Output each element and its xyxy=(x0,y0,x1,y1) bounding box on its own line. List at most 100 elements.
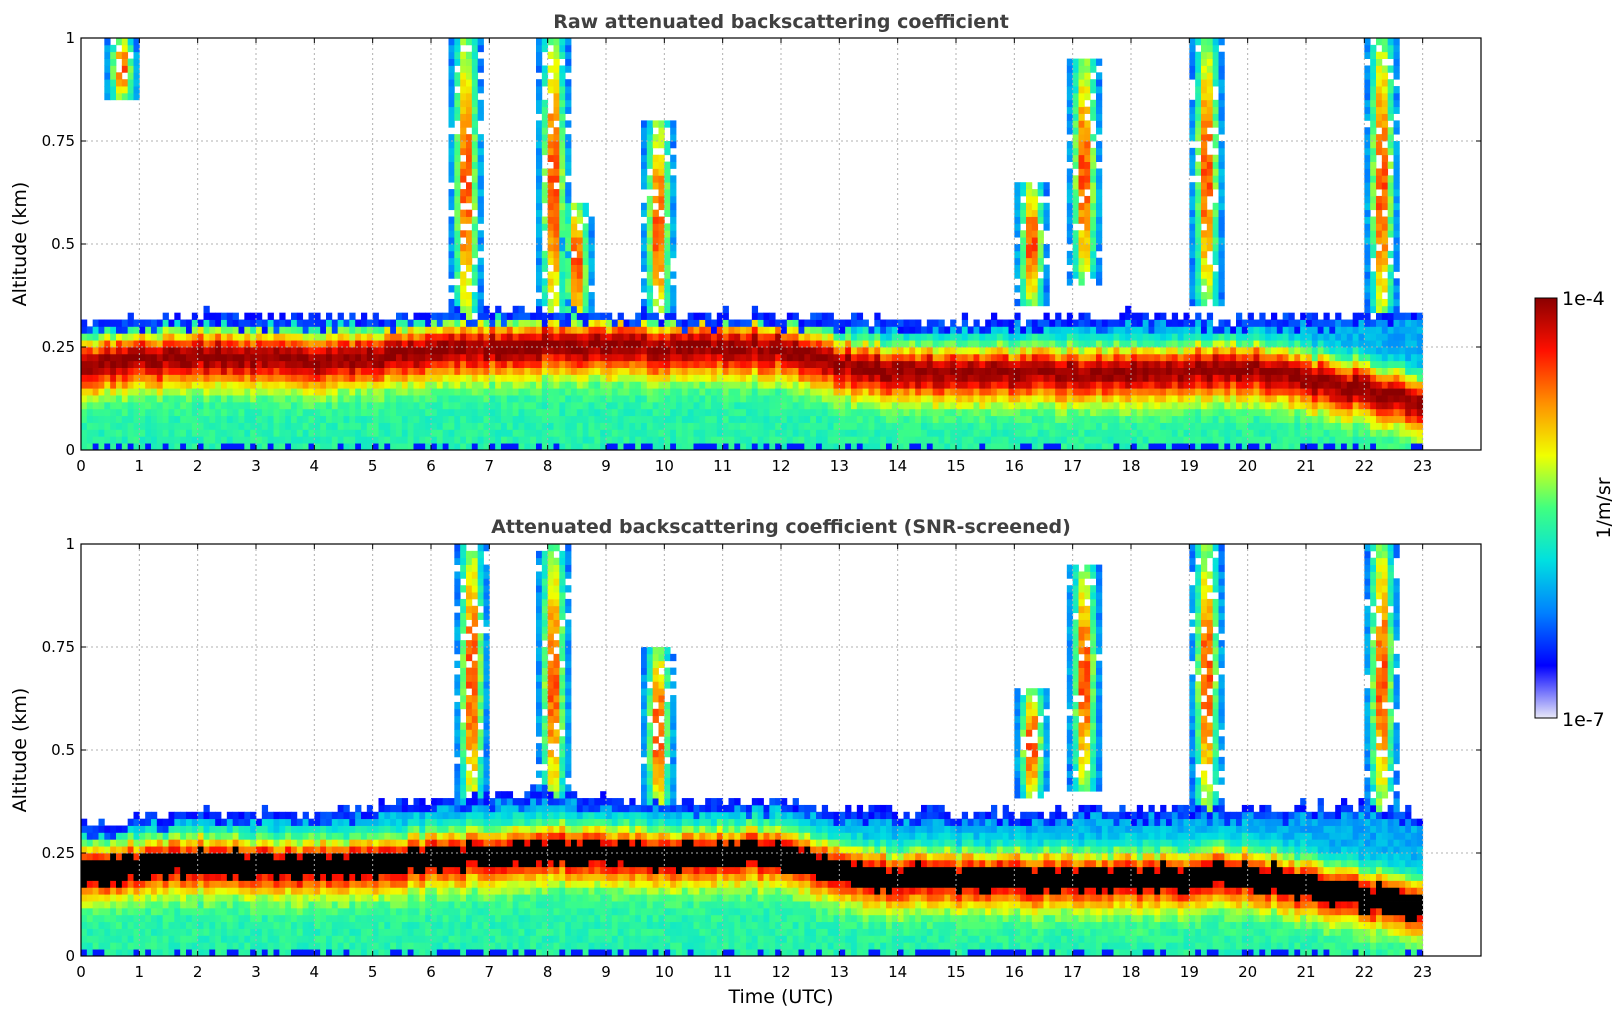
heatmap-cell xyxy=(98,360,105,368)
heatmap-cell xyxy=(973,436,980,444)
heatmap-cell xyxy=(1020,395,1027,403)
heatmap-cell xyxy=(1218,360,1225,368)
heatmap-cell xyxy=(396,367,403,375)
heatmap-cell xyxy=(623,360,630,368)
heatmap-cell xyxy=(1014,189,1021,197)
heatmap-cell xyxy=(1212,209,1219,217)
heatmap-cell xyxy=(436,381,444,389)
heatmap-cell xyxy=(489,395,496,403)
heatmap-cell xyxy=(740,381,747,389)
heatmap-cell xyxy=(1084,340,1091,348)
heatmap-cell xyxy=(448,443,455,450)
heatmap-cell xyxy=(471,134,479,142)
heatmap-cell xyxy=(1131,395,1138,403)
heatmap-cell xyxy=(1125,408,1132,417)
heatmap-cell xyxy=(1002,347,1009,355)
heatmap-cell xyxy=(606,319,613,327)
heatmap-cell xyxy=(821,381,829,389)
heatmap-cell xyxy=(851,443,858,450)
heatmap-cell xyxy=(1031,436,1039,444)
heatmap-cell xyxy=(506,326,514,334)
heatmap-cell xyxy=(996,443,1004,450)
heatmap-cell xyxy=(1072,360,1079,368)
heatmap-cell xyxy=(617,312,624,320)
heatmap-cell xyxy=(506,319,514,327)
heatmap-cell xyxy=(401,333,409,341)
heatmap-cell xyxy=(1201,86,1208,94)
heatmap-cell xyxy=(331,415,339,423)
heatmap-cell xyxy=(553,298,560,307)
heatmap-cell xyxy=(792,381,799,389)
heatmap-cell xyxy=(1084,86,1091,94)
heatmap-cell xyxy=(646,285,654,293)
heatmap-cell xyxy=(1026,271,1033,279)
heatmap-cell xyxy=(168,367,175,375)
heatmap-cell xyxy=(1218,415,1225,423)
heatmap-cell xyxy=(734,415,741,423)
heatmap-cell xyxy=(734,429,741,437)
heatmap-cell xyxy=(1177,381,1184,389)
heatmap-cell xyxy=(658,264,665,272)
heatmap-cell xyxy=(343,388,350,396)
heatmap-cell xyxy=(769,333,776,341)
heatmap-cell xyxy=(98,429,105,437)
heatmap-cell xyxy=(559,422,566,430)
heatmap-cell xyxy=(343,436,350,444)
heatmap-cell xyxy=(1113,395,1120,403)
heatmap-cell xyxy=(1189,353,1196,362)
heatmap-cell xyxy=(279,395,286,403)
heatmap-cell xyxy=(1066,278,1074,286)
heatmap-cell xyxy=(1119,422,1126,430)
heatmap-cell xyxy=(576,216,584,224)
heatmap-cell xyxy=(1066,92,1074,101)
heatmap-cell xyxy=(821,367,829,375)
heatmap-cell xyxy=(1119,401,1126,410)
heatmap-cell xyxy=(536,168,543,176)
heatmap-cell xyxy=(86,436,94,444)
heatmap-cell xyxy=(582,388,589,396)
heatmap-cell xyxy=(355,353,362,362)
heatmap-cell xyxy=(279,312,286,320)
heatmap-cell xyxy=(110,395,117,403)
heatmap-cell xyxy=(454,58,461,66)
heatmap-cell xyxy=(1113,367,1120,375)
heatmap-cell xyxy=(664,285,671,293)
heatmap-cell xyxy=(839,319,846,327)
heatmap-cell xyxy=(1189,106,1196,114)
heatmap-cell xyxy=(174,436,181,444)
heatmap-cell xyxy=(460,99,467,108)
heatmap-cell xyxy=(466,113,473,121)
heatmap-cell xyxy=(985,395,992,403)
heatmap-cell xyxy=(950,319,957,327)
heatmap-cell xyxy=(1183,401,1190,410)
heatmap-cell xyxy=(81,340,88,348)
heatmap-cell xyxy=(1078,367,1085,375)
heatmap-cell xyxy=(862,408,869,417)
heatmap-cell xyxy=(471,326,479,334)
heatmap-cell xyxy=(1014,401,1021,410)
heatmap-cell xyxy=(821,401,829,410)
heatmap-cell xyxy=(886,326,893,334)
heatmap-cell xyxy=(1154,353,1161,362)
heatmap-cell xyxy=(1014,209,1021,217)
heatmap-cell xyxy=(635,340,642,348)
heatmap-cell xyxy=(798,443,805,450)
heatmap-cell xyxy=(425,333,432,341)
heatmap-cell xyxy=(1171,340,1179,348)
heatmap-cell xyxy=(792,401,799,410)
heatmap-cell xyxy=(541,401,549,410)
heatmap-cell xyxy=(950,436,957,444)
heatmap-cell xyxy=(915,415,922,423)
heatmap-cell xyxy=(1119,360,1126,368)
heatmap-cell xyxy=(489,340,496,348)
heatmap-cell xyxy=(337,340,344,348)
heatmap-cell xyxy=(407,388,414,396)
heatmap-cell xyxy=(1055,326,1062,334)
heatmap-cell xyxy=(1090,168,1097,176)
heatmap-cell xyxy=(320,415,327,423)
heatmap-cell xyxy=(938,381,945,389)
heatmap-cell xyxy=(1230,443,1237,450)
heatmap-cell xyxy=(442,401,449,410)
heatmap-cell xyxy=(903,436,910,444)
heatmap-cell xyxy=(600,388,607,396)
